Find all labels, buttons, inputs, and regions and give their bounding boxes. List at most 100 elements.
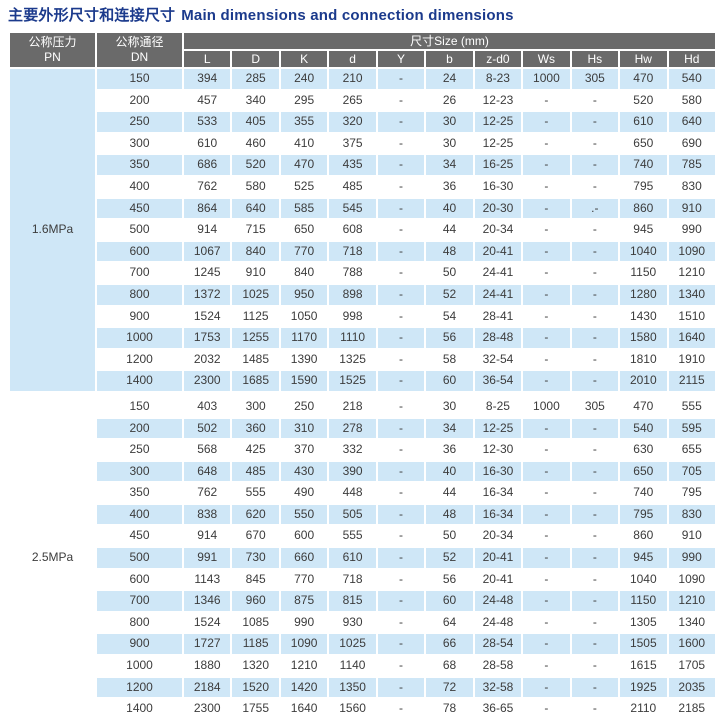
dim-cell-D: 620	[230, 502, 281, 527]
dim-cell-Ws: -	[521, 218, 572, 242]
dim-cell-Hd: 1340	[666, 610, 718, 635]
dim-cell-L: 914	[181, 218, 233, 242]
col-header-L: L	[181, 49, 233, 69]
dim-cell-K: 1640	[278, 697, 330, 721]
dim-cell-Ws: -	[521, 502, 572, 527]
dim-cell-Hs: -	[569, 88, 621, 113]
dim-cell-Y: -	[375, 218, 427, 242]
dim-cell-Y: -	[375, 416, 427, 441]
dim-cell-d: 485	[327, 174, 378, 199]
dim-cell-Y: -	[375, 697, 427, 721]
dim-cell-Hs: -	[569, 369, 621, 397]
dim-cell-Hw: 540	[618, 416, 669, 441]
dim-cell-D: 730	[230, 546, 281, 570]
dim-cell-Y: -	[375, 546, 427, 570]
dim-cell-Y: -	[375, 261, 427, 285]
dn-cell: 300	[95, 459, 184, 484]
dim-cell-Hd: 690	[666, 131, 718, 156]
dim-cell-z-d0: 24-41	[472, 282, 524, 307]
dim-cell-Ws: -	[521, 174, 572, 199]
dim-cell-Hd: 830	[666, 174, 718, 199]
dim-cell-z-d0: 16-34	[472, 502, 524, 527]
dim-cell-Y: -	[375, 392, 427, 419]
dim-cell-L: 648	[181, 459, 233, 484]
dim-cell-z-d0: 28-41	[472, 304, 524, 329]
dim-cell-z-d0: 20-34	[472, 218, 524, 242]
dim-cell-z-d0: 12-30	[472, 438, 524, 462]
col-header-size-group: 尺寸Size (mm)	[182, 31, 717, 51]
dim-cell-d: 265	[327, 88, 378, 113]
dim-cell-K: 1210	[278, 654, 330, 678]
dim-cell-Hw: 1040	[618, 567, 669, 592]
col-header-b: b	[424, 49, 475, 69]
dim-cell-L: 1245	[181, 261, 233, 285]
dim-cell-d: 448	[327, 481, 378, 505]
dim-cell-Y: -	[375, 567, 427, 592]
dim-cell-b: 50	[424, 524, 475, 549]
dim-cell-D: 910	[230, 261, 281, 285]
dim-cell-z-d0: 16-30	[472, 459, 524, 484]
dim-cell-Y: -	[375, 174, 427, 199]
table-row: 1000 1753 1255 1170 1110-56 28-48- -1580 1640	[9, 326, 718, 350]
dim-cell-Hs: -	[569, 524, 621, 549]
dim-cell-Hd: 1910	[666, 347, 718, 372]
dim-cell-D: 1755	[230, 697, 281, 721]
dim-cell-b: 34	[424, 153, 475, 177]
dim-cell-d: 545	[327, 196, 378, 221]
dim-cell-Hs: 305	[569, 67, 621, 91]
table-row: 350 686 520 470 435-34 16-25- -740 785	[9, 153, 718, 177]
dn-cell: 1400	[95, 369, 184, 397]
dim-cell-d: 930	[327, 610, 378, 635]
dim-cell-D: 460	[230, 131, 281, 156]
dim-cell-Hw: 1305	[618, 610, 669, 635]
dim-cell-b: 52	[424, 282, 475, 307]
dn-cell: 300	[95, 131, 184, 156]
dim-cell-Hs: -	[569, 416, 621, 441]
dim-cell-d: 1560	[327, 697, 378, 721]
dim-cell-Ws: -	[521, 304, 572, 329]
dim-cell-Y: -	[375, 347, 427, 372]
dim-cell-Hd: 540	[666, 67, 718, 91]
dim-cell-Y: -	[375, 88, 427, 113]
dim-cell-K: 295	[278, 88, 330, 113]
dim-cell-Hs: -	[569, 347, 621, 372]
pn-section-label: 2.5MPa	[8, 392, 97, 721]
dim-cell-K: 370	[278, 438, 330, 462]
dim-cell-Y: -	[375, 304, 427, 329]
dim-cell-b: 60	[424, 369, 475, 397]
dim-cell-Hs: -	[569, 502, 621, 527]
col-header-z-d0: z-d0	[472, 49, 524, 69]
dim-cell-Hs: .-	[569, 196, 621, 221]
dim-cell-D: 1520	[230, 675, 281, 700]
dim-cell-K: 310	[278, 416, 330, 441]
dim-cell-D: 580	[230, 174, 281, 199]
dim-cell-Hs: -	[569, 110, 621, 134]
dn-cell: 1200	[95, 675, 184, 700]
dim-cell-Hd: 990	[666, 546, 718, 570]
dim-cell-L: 1753	[181, 326, 233, 350]
dim-cell-Hd: 1705	[666, 654, 718, 678]
dim-cell-Ws: -	[521, 131, 572, 156]
dim-cell-D: 1255	[230, 326, 281, 350]
dim-cell-d: 1350	[327, 675, 378, 700]
dim-cell-L: 2032	[181, 347, 233, 372]
dim-cell-b: 54	[424, 304, 475, 329]
dim-cell-Ws: -	[521, 239, 572, 264]
dim-cell-L: 838	[181, 502, 233, 527]
dim-cell-Hw: 470	[618, 67, 669, 91]
dim-cell-Hw: 1505	[618, 632, 669, 657]
table-row: 300 610 460 410 375-30 12-25- -650 690	[9, 131, 718, 156]
dim-cell-Ws: -	[521, 589, 572, 613]
dim-cell-d: 1110	[327, 326, 378, 350]
dim-cell-d: 555	[327, 524, 378, 549]
page-title-en: Main dimensions and connection dimension…	[181, 7, 514, 24]
dim-cell-D: 425	[230, 438, 281, 462]
dim-cell-Hd: 705	[666, 459, 718, 484]
dim-cell-Hw: 860	[618, 524, 669, 549]
dim-cell-K: 355	[278, 110, 330, 134]
table-row: 800 1372 1025 950 898-52 24-41- -1280 1340	[9, 282, 718, 307]
dim-cell-Hd: 1510	[666, 304, 718, 329]
dim-cell-Ws: -	[521, 697, 572, 721]
